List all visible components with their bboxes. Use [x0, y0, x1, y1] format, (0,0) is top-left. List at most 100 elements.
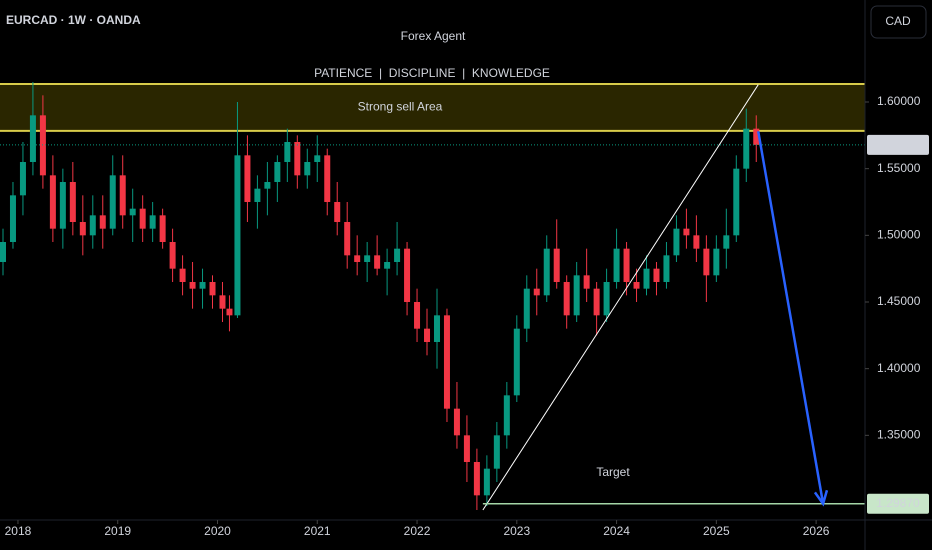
y-tick-label: 1.45000 — [877, 294, 921, 308]
arrow-head — [813, 489, 829, 507]
candle-body — [149, 215, 156, 229]
x-tick-label: 2020 — [204, 524, 231, 538]
candle-body — [623, 248, 630, 282]
x-tick-label: 2025 — [703, 524, 730, 538]
sell-zone — [0, 84, 865, 131]
candle-body — [29, 115, 36, 162]
candle-body — [69, 182, 76, 222]
x-tick-label: 2018 — [5, 524, 32, 538]
candle-body — [414, 302, 421, 329]
title: Forex Agent — [401, 29, 466, 43]
candle-body — [563, 282, 570, 316]
candle-body — [653, 268, 660, 282]
candle-body — [543, 248, 550, 296]
candle-body — [264, 182, 271, 189]
candle-body — [493, 435, 500, 469]
candle-body — [109, 175, 116, 229]
candle-body — [533, 288, 540, 296]
candle-body — [334, 202, 341, 222]
candle-body — [613, 248, 620, 282]
x-tick-label: 2026 — [803, 524, 830, 538]
candle-body — [603, 282, 610, 316]
candle-body — [503, 395, 510, 436]
candle-body — [733, 168, 740, 236]
candle-body — [593, 288, 600, 316]
candle-body — [99, 215, 106, 229]
candle-body — [384, 262, 391, 269]
currency-button[interactable] — [870, 5, 927, 39]
candle-body — [189, 282, 196, 289]
candle-body — [633, 282, 640, 289]
candle-body — [703, 248, 710, 276]
candle-body — [274, 162, 281, 182]
candle-body — [453, 408, 460, 436]
subtitle: PATIENCE | DISCIPLINE | KNOWLEDGE — [314, 66, 550, 80]
candle-body — [364, 255, 371, 262]
candle-body — [314, 155, 321, 162]
y-tick-label: 1.35000 — [877, 428, 921, 442]
currency-label[interactable]: CAD — [885, 14, 911, 28]
candle-body — [344, 222, 351, 256]
candle-body — [713, 248, 720, 276]
candle-body — [573, 275, 580, 316]
candle-body — [683, 228, 690, 236]
candle-body — [79, 222, 86, 236]
candle-body — [9, 195, 16, 242]
candle-body — [19, 162, 26, 196]
candle-body — [513, 328, 520, 396]
candle-body — [284, 142, 291, 162]
plot-area — [0, 82, 865, 511]
candle-body — [234, 155, 241, 316]
candle-body — [354, 255, 361, 262]
candle-body — [89, 215, 96, 236]
candle-body — [244, 155, 251, 202]
candle-body — [304, 162, 311, 176]
candle-body — [179, 268, 186, 282]
candle-body — [0, 242, 6, 262]
y-tick-label: 1.50000 — [877, 228, 921, 242]
candle-body — [433, 315, 440, 342]
y-tick-label: 1.40000 — [877, 361, 921, 375]
candle-body — [59, 182, 66, 229]
candle-body — [374, 255, 381, 269]
candle-body — [553, 248, 560, 282]
candle-body — [443, 315, 450, 409]
candle-body — [663, 255, 670, 282]
candle-body — [743, 128, 750, 169]
sell-zone-label: Strong sell Area — [358, 100, 443, 114]
target-price-label: 1.29870 — [876, 496, 920, 510]
candle-body — [483, 468, 490, 496]
x-tick-label: 2024 — [603, 524, 630, 538]
candle-body — [394, 248, 401, 262]
trendline — [482, 84, 759, 511]
candle-body — [294, 142, 301, 176]
candle-body — [753, 128, 760, 145]
last-price-box — [867, 134, 929, 155]
x-tick-label: 2021 — [304, 524, 331, 538]
y-tick-label: 1.55000 — [877, 161, 921, 175]
candle-body — [463, 435, 470, 462]
candle-body — [673, 228, 680, 256]
candle-body — [226, 308, 233, 316]
candle-body — [404, 248, 411, 302]
candle-body — [199, 282, 206, 289]
y-tick-label: 1.60000 — [877, 94, 921, 108]
candle-body — [424, 328, 431, 342]
candle-body — [583, 275, 590, 289]
forecast-arrow — [757, 131, 825, 504]
candle-body — [119, 175, 126, 216]
candle-body — [169, 242, 176, 269]
target-label: Target — [596, 465, 630, 479]
candle-body — [693, 235, 700, 249]
candle-body — [643, 268, 650, 289]
candle-body — [129, 208, 136, 216]
candle-body — [523, 288, 530, 329]
candle-body — [159, 215, 166, 242]
candle-body — [139, 208, 146, 229]
x-tick-label: 2023 — [503, 524, 530, 538]
candle-body — [219, 295, 226, 309]
last-price-label: 1.56786 — [876, 137, 920, 151]
symbol-header: EURCAD · 1W · OANDA — [6, 13, 141, 27]
